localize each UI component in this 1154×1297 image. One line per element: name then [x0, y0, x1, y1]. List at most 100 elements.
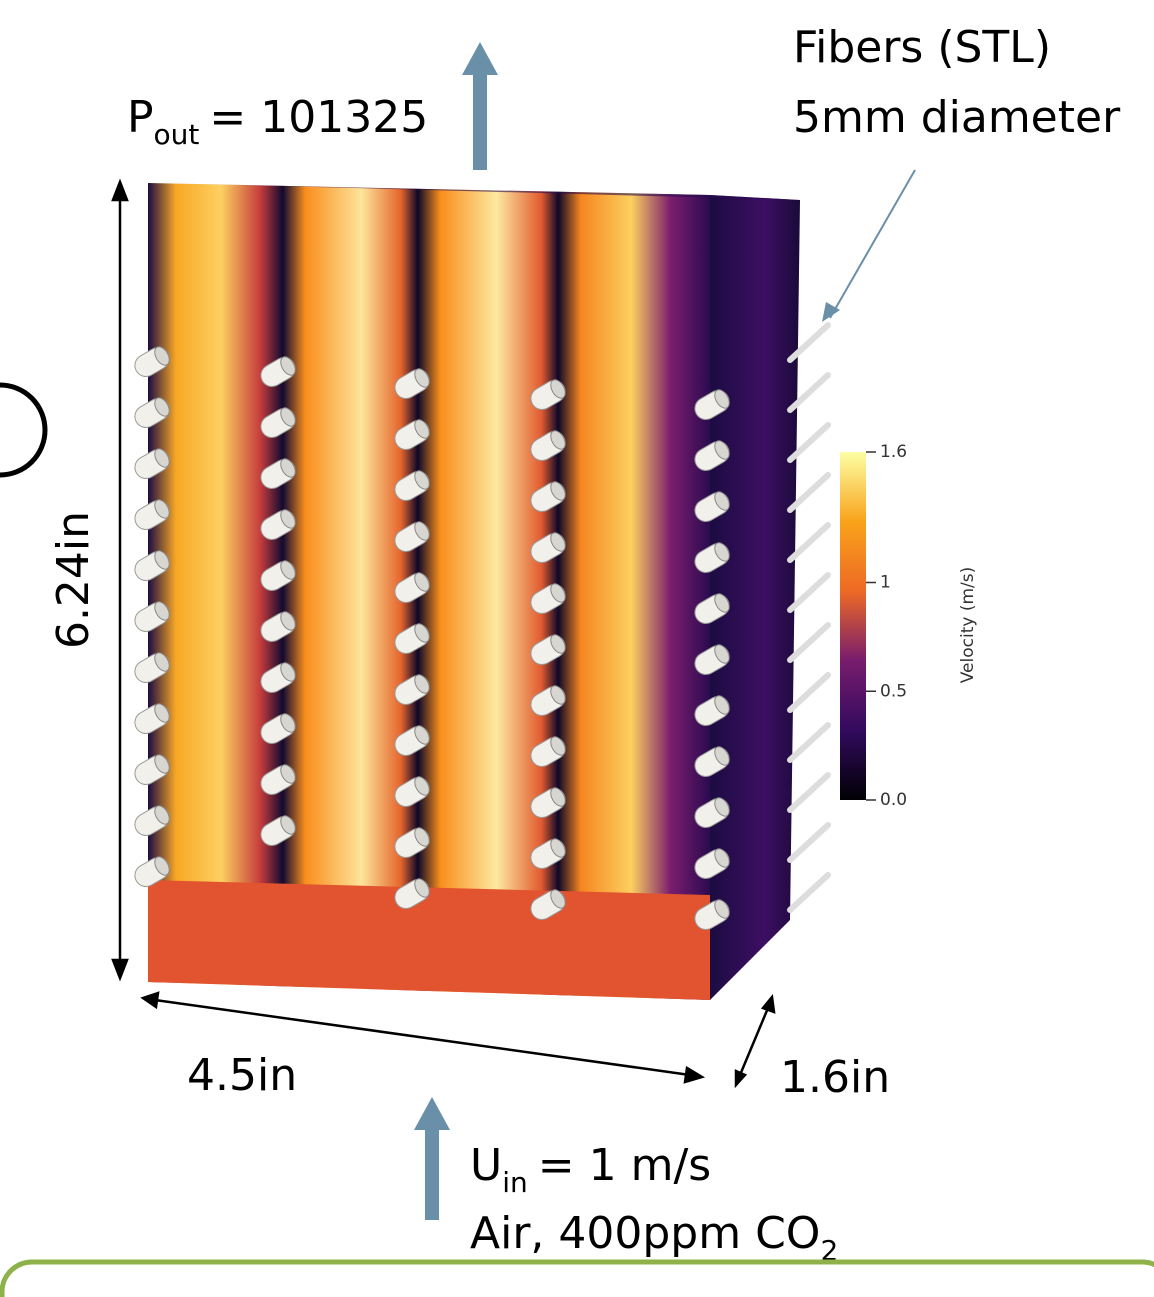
fiber-end: [154, 754, 170, 774]
fiber-end: [414, 572, 430, 592]
fiber-end: [714, 542, 730, 562]
fiber-end: [414, 521, 430, 541]
fiber-end: [154, 448, 170, 468]
fiber-side: [787, 422, 831, 463]
fiber-end: [414, 725, 430, 745]
fiber-side: [787, 472, 831, 513]
fiber-end: [414, 419, 430, 439]
fiber-end: [154, 601, 170, 621]
fiber-side: [787, 872, 831, 913]
fiber-end: [154, 397, 170, 417]
fiber-end: [154, 550, 170, 570]
colorbar: [840, 452, 866, 800]
label-main: U: [470, 1140, 502, 1191]
colorbar-ticks: 1.6 1 0.5 0.0: [866, 442, 907, 810]
fiber-end: [550, 583, 566, 603]
fiber-end: [280, 662, 296, 682]
box-front: [148, 183, 710, 1000]
fiber-end: [550, 634, 566, 654]
fiber-side: [787, 822, 831, 863]
fiber-end: [154, 499, 170, 519]
fiber-end: [714, 848, 730, 868]
fiber-end: [280, 356, 296, 376]
fiber-side: [787, 672, 831, 713]
fiber-end: [714, 389, 730, 409]
fiber-side: [787, 322, 831, 363]
edge-shape: [0, 382, 48, 478]
depth-label: 1.6in: [780, 1052, 890, 1103]
fiber-end: [414, 368, 430, 388]
gas-label: Air, 400ppm CO2: [470, 1208, 838, 1267]
fiber-end: [550, 379, 566, 399]
fiber-end: [550, 532, 566, 552]
fiber-end: [280, 611, 296, 631]
fiber-end: [550, 736, 566, 756]
fiber-end: [154, 346, 170, 366]
fiber-end: [414, 878, 430, 898]
fiber-end: [714, 440, 730, 460]
colorbar-tick-label: 0.0: [880, 790, 907, 810]
fiber-side: [787, 722, 831, 763]
fiber-end: [154, 805, 170, 825]
colorbar-tick-label: 1.6: [880, 442, 907, 462]
fiber-end: [414, 776, 430, 796]
fibers-label: Fibers (STL): [793, 22, 1051, 73]
box-side: [710, 195, 800, 1000]
fibers: [134, 322, 831, 930]
pointer-line: [829, 169, 916, 319]
fiber-end: [280, 713, 296, 733]
fiber-side: [787, 572, 831, 613]
fiber-end: [414, 470, 430, 490]
fiber-end: [550, 481, 566, 501]
fiber-end: [714, 695, 730, 715]
fiber-end: [280, 815, 296, 835]
outlet-arrow-head: [462, 42, 498, 75]
inlet-label: Uin = 1 m/s: [470, 1140, 711, 1199]
label-sub: out: [154, 118, 200, 151]
inlet-arrow-head: [414, 1097, 450, 1130]
fibers-label: 5mm diameter: [793, 92, 1121, 143]
fiber-end: [154, 856, 170, 876]
fiber-end: [714, 797, 730, 817]
fiber-end: [550, 889, 566, 909]
fiber-side: [787, 372, 831, 413]
colorbar-tick-label: 0.5: [880, 681, 907, 701]
fiber-end: [714, 899, 730, 919]
fiber-end: [550, 430, 566, 450]
fiber-end: [550, 787, 566, 807]
height-label: 6.24in: [48, 511, 99, 649]
fiber-end: [280, 509, 296, 529]
label-sub: in: [502, 1166, 528, 1199]
colorbar-title: Velocity (m/s): [958, 567, 978, 684]
label-main: P: [127, 92, 154, 143]
colorbar-tick-label: 1: [880, 573, 891, 593]
fiber-end: [154, 652, 170, 672]
label-rest: = 1 m/s: [538, 1140, 711, 1191]
dimensions: [111, 178, 776, 1089]
fiber-end: [414, 827, 430, 847]
panel-border: [0, 1259, 1154, 1297]
fiber-end: [714, 491, 730, 511]
fiber-end: [154, 703, 170, 723]
fiber-end: [550, 685, 566, 705]
fiber-end: [714, 644, 730, 664]
label-main: Air, 400ppm CO: [470, 1208, 820, 1259]
fiber-end: [280, 458, 296, 478]
width-label: 4.5in: [187, 1050, 297, 1101]
pointer-head: [822, 302, 840, 322]
fiber-end: [414, 674, 430, 694]
box-inlet: [148, 880, 710, 1000]
fiber-side: [787, 772, 831, 813]
fiber-end: [280, 407, 296, 427]
fiber-side: [787, 522, 831, 563]
fiber-end: [414, 623, 430, 643]
fiber-end: [714, 593, 730, 613]
fiber-end: [550, 838, 566, 858]
label-rest: = 101325: [209, 92, 428, 143]
fiber-end: [714, 746, 730, 766]
fiber-end: [280, 560, 296, 580]
fiber-side: [787, 622, 831, 663]
outlet-label: Pout = 101325: [127, 92, 428, 151]
label-sub: 2: [820, 1234, 838, 1267]
